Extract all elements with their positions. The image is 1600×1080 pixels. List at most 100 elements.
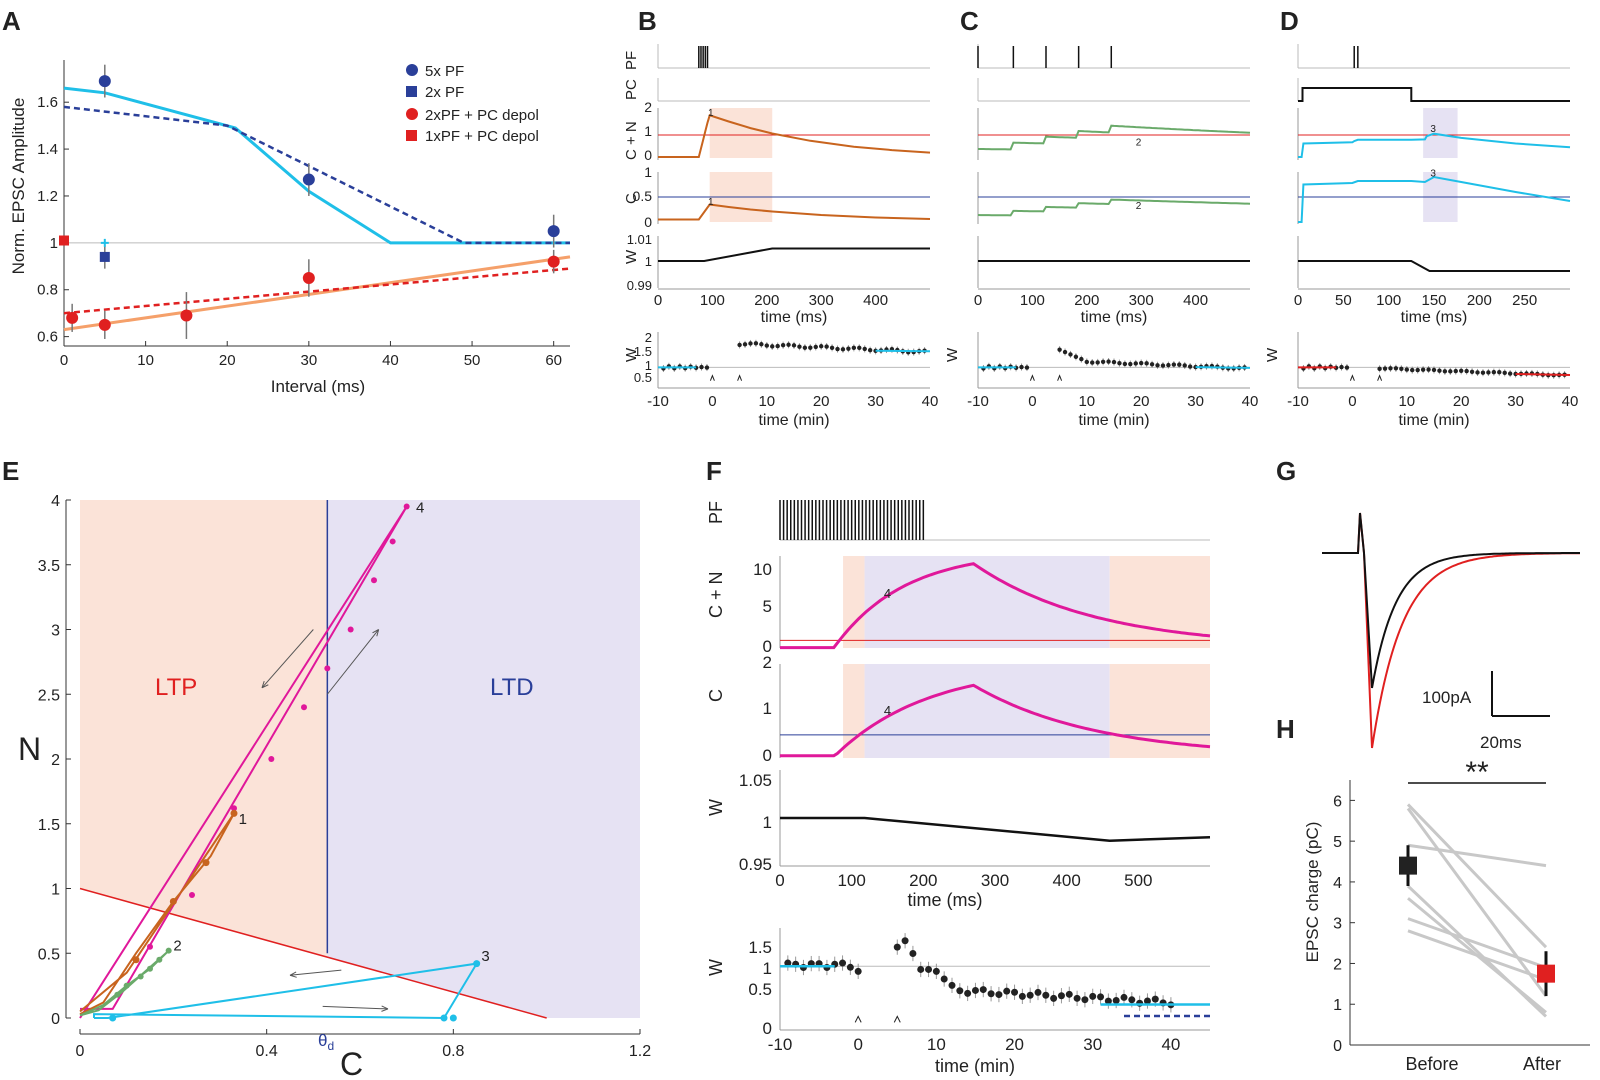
wmin-point [1128,996,1136,1004]
fit-5x-model [63,86,570,245]
wmin-point [956,987,964,995]
wmin-point [1382,366,1388,371]
wmin-y-tick-label: 0.5 [634,370,652,385]
stimulus-arrow [854,1015,862,1023]
wmin-point [1034,988,1042,996]
wmin-point [835,346,840,352]
fit-5x-dashed [63,105,570,245]
wmin-point [867,348,873,353]
x-axis-label: time (ms) [1401,309,1468,326]
wmin-point [1144,361,1149,366]
wmin-point [1507,371,1513,376]
wmin-point [1339,364,1344,370]
trajectory-4-point [231,805,237,812]
panel-f-row-label-c: C [706,689,726,702]
x-tick-label: 150 [1421,292,1446,309]
plasticity-window [709,108,773,158]
w-tick-label: 1 [763,813,772,832]
wmin-point [1065,990,1073,998]
w-tick-label: 1.05 [739,771,772,790]
panel-g-scale-time: 20ms [1480,733,1522,752]
wmin-point [1062,349,1068,355]
trajectory-4-point [324,665,331,672]
trajectory-4-point [189,891,195,898]
cn-tick-label: 0 [644,147,652,163]
wmin-point [1410,367,1415,373]
direction-arrow-head [372,629,380,637]
panel-label-f: F [706,456,722,486]
wmin-point [1068,352,1073,357]
panel-h-epsc-charge: 0 1 2 3 4 5 6 ** Before After [1333,756,1590,1074]
c-tick-label: 1 [644,164,652,180]
panel-c-wmin-row-label: W [944,347,961,362]
x-tick-label: 0.8 [442,1043,464,1060]
trajectory-4-point [347,626,354,633]
x-tick-label: 60 [545,352,562,369]
ltd-window [864,556,1110,648]
wmin-point [1143,997,1151,1005]
data-point-2x-depol [302,272,315,285]
peak-label: 4 [884,703,891,718]
wmin-point [1166,362,1171,368]
wmin-x-tick-label: 30 [1083,1035,1102,1054]
y-tick-label: 0 [1333,1038,1342,1055]
wmin-point [1486,370,1491,375]
wmin-fit-post [1515,373,1571,376]
peak-label: 3 [1430,124,1436,135]
wmin-point [1182,363,1187,368]
stimulus-arrow [737,374,743,381]
direction-arrow-head [381,1005,389,1012]
wmin-x-tick-label: 10 [1078,393,1095,410]
mean-marker-after [1537,964,1555,983]
legend-marker-5x-pf [406,64,418,76]
panel-b-row-label-c: C [623,193,640,204]
wmin-point [917,965,925,973]
legend-label-2x-pf: 2x PF [425,84,464,101]
epsc-trace-after [1322,512,1580,749]
stimulus-arrow [1377,374,1383,381]
y-tick-label: 0.5 [38,946,60,963]
wmin-x-tick-label: -10 [1287,393,1309,410]
x-tick-label: 0 [974,292,982,309]
trajectory-1-point [230,809,238,817]
data-point-5x-pf [98,75,111,88]
wmin-point [1097,993,1105,1001]
wmin-point [995,991,1003,999]
wmin-point [987,990,995,998]
wmin-point [813,344,818,350]
y-tick-label: 5 [1333,834,1342,851]
paired-line [1406,803,1548,949]
ltd-window [864,664,1110,758]
c-trace [780,683,1211,758]
wmin-point [1117,360,1122,366]
direction-arrow [261,629,314,689]
wmin-x-tick-label: 20 [1133,393,1150,410]
wmin-point [791,343,797,348]
panel-f-row-label-cn: C + N [706,571,726,618]
cn-tick-label: 5 [763,597,772,616]
x-tick-label: 250 [1512,292,1537,309]
stimulus-arrow [1057,374,1063,381]
cn-trace [1298,132,1571,158]
x-tick-label: 200 [1074,292,1099,309]
x-tick-label: 200 [754,292,779,309]
wmin-point [829,345,835,351]
wmin-x-tick-label: -10 [768,1035,793,1054]
wmin-point [1453,368,1458,374]
cn-trace [780,562,1211,650]
data-point-2x-depol [66,311,79,324]
cn-tick-label: 10 [753,560,772,579]
trajectory-label-3: 3 [481,948,489,965]
trajectory-2-point [114,991,121,998]
fit-2x-depol-model [63,255,571,332]
x-tick-label: 0 [76,1043,85,1060]
wmin-point [802,345,808,350]
wmin-point [925,965,933,973]
x-tick-label: 300 [809,292,834,309]
wmin-point [1095,360,1100,365]
wmin-x-axis-label: time (min) [935,1056,1015,1076]
x-tick-label: 0 [1294,292,1302,309]
epsc-trace-before [1322,512,1580,689]
wmin-point [1404,367,1410,372]
